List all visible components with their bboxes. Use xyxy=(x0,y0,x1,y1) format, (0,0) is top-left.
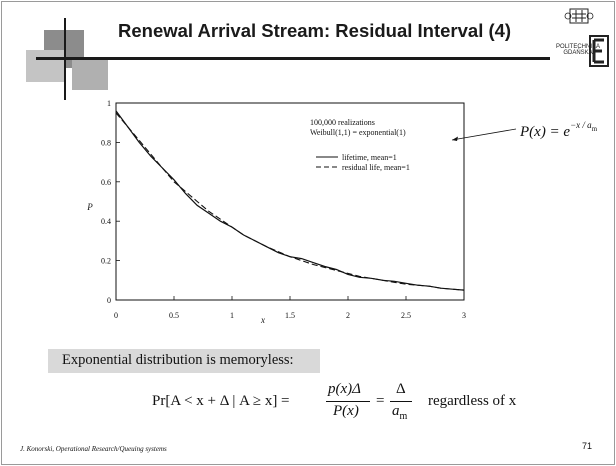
frac2-den-a: a xyxy=(392,403,400,419)
x-tick-label: 2 xyxy=(346,311,350,320)
memoryless-heading: Exponential distribution is memoryless: xyxy=(62,352,294,368)
annotation-realizations: 100,000 realizations xyxy=(310,118,375,127)
y-tick-label: 0.2 xyxy=(101,257,111,266)
frac2-den-sub: m xyxy=(399,411,408,422)
series-group xyxy=(115,110,465,291)
decor-square-mid xyxy=(72,58,108,90)
logo-text-line2: GDAŃSKA xyxy=(563,50,593,56)
page-number: 71 xyxy=(582,441,593,451)
frac2-bar xyxy=(390,401,412,402)
x-tick-label: 1 xyxy=(230,311,234,320)
formula-p-exponent: −x / a xyxy=(570,120,592,130)
memoryless-highlight xyxy=(48,349,320,373)
logo-text-line1: POLITECHNIKA xyxy=(555,44,600,50)
eti-mark-icon xyxy=(589,35,609,67)
crest-icon xyxy=(564,8,594,24)
series-line-2 xyxy=(115,112,465,291)
legend-label-1: lifetime, mean=1 xyxy=(342,153,397,162)
y-tick-label: 0.6 xyxy=(101,178,111,187)
frac1-denominator: P(x) xyxy=(333,403,359,419)
x-tick-label: 3 xyxy=(462,311,466,320)
annotation-arrow xyxy=(451,128,517,141)
frac1-bar xyxy=(326,401,370,402)
university-logo xyxy=(564,8,609,67)
formula-lhs: Pr[A < x + Δ | A ≥ x] = xyxy=(152,393,290,409)
plot-frame xyxy=(115,102,465,301)
exponential-formula: P(x) = e−x / am xyxy=(520,120,598,141)
x-tick-label: 0 xyxy=(114,311,118,320)
formula-p-exponent-sub: m xyxy=(591,124,598,133)
footer-author: J. Konorski, Operational Research/Queuin… xyxy=(20,445,167,453)
y-tick-label: 0.4 xyxy=(101,217,111,226)
x-axis-label: x xyxy=(260,315,265,325)
slide-title: Renewal Arrival Stream: Residual Interva… xyxy=(118,20,512,41)
frac1-numerator: p(x)Δ xyxy=(328,381,361,397)
frac2-denominator: am xyxy=(392,403,407,422)
y-tick-label: 0.8 xyxy=(101,138,111,147)
x-axis: 0 0.5 1 1.5 2 2.5 3 xyxy=(114,296,466,320)
formula-tail: regardless of x xyxy=(428,393,517,409)
decor-square-light xyxy=(26,50,64,82)
legend-label-2: residual life, mean=1 xyxy=(342,163,410,172)
x-tick-label: 0.5 xyxy=(169,311,179,320)
y-tick-label: 1 xyxy=(107,99,111,108)
x-tick-label: 2.5 xyxy=(401,311,411,320)
title-underline xyxy=(36,57,550,60)
formula-p-lhs: P(x) = e xyxy=(520,124,571,140)
y-axis-label: P xyxy=(86,202,93,212)
logo-caption: POLITECHNIKA GDAŃSKA xyxy=(548,44,608,56)
series-line-1 xyxy=(115,110,465,291)
y-axis: 0 0.2 0.4 0.6 0.8 1 xyxy=(101,99,120,305)
x-tick-label: 1.5 xyxy=(285,311,295,320)
y-tick-label: 0 xyxy=(107,296,111,305)
formula-equals: = xyxy=(376,393,385,409)
annotation-weibull: Weibull(1,1) = exponential(1) xyxy=(310,128,406,137)
frac2-numerator: Δ xyxy=(396,381,406,397)
